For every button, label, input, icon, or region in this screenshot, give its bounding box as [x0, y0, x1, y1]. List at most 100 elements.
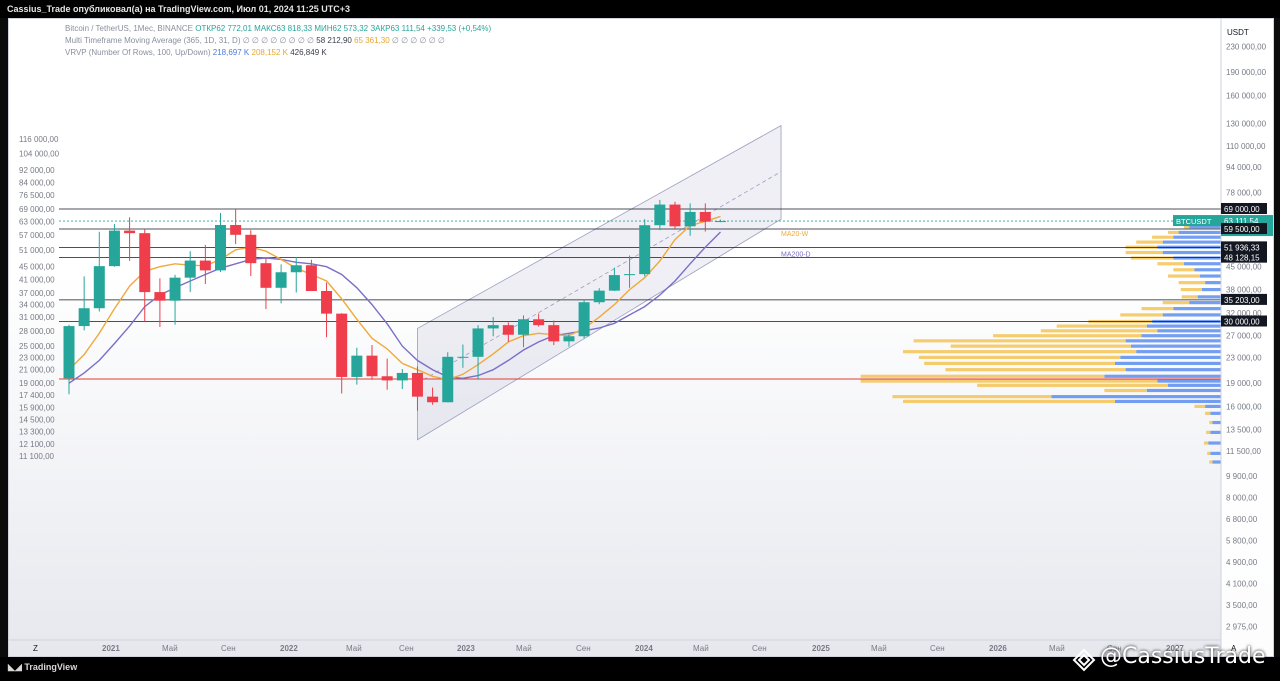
candle-body[interactable] [624, 274, 636, 276]
volume-profile-down-bar [1157, 262, 1184, 266]
candle-body[interactable] [411, 372, 423, 397]
volume-profile-up-bar [1199, 274, 1221, 278]
price-chart[interactable]: MA20-W MA200-D 116 000,00 104 000,00 92 000,… [9, 19, 1273, 656]
candle-body[interactable] [396, 372, 408, 381]
right-price-scale[interactable] [1221, 19, 1273, 656]
candle-body[interactable] [78, 308, 90, 327]
candle-body[interactable] [366, 355, 378, 377]
candle-body[interactable] [139, 233, 151, 293]
candle-body[interactable] [608, 275, 620, 291]
candle-body[interactable] [63, 326, 75, 379]
candle-body[interactable] [563, 336, 575, 342]
ticker-tag[interactable] [1173, 215, 1221, 227]
left-axis-tick: 41 000,00 [19, 275, 55, 284]
candle-body[interactable] [593, 290, 605, 303]
candle-body[interactable] [442, 356, 454, 403]
candle-body[interactable] [199, 260, 211, 271]
channel-midline[interactable] [417, 171, 782, 384]
candle-body[interactable] [260, 263, 272, 288]
left-axis-tick: 116 000,00 [19, 135, 59, 144]
price-level-label[interactable] [1221, 203, 1267, 214]
volume-profile-up-bar [1173, 307, 1221, 311]
legend-ma-row[interactable]: Multi Timeframe Moving Average (365, 1D,… [65, 36, 445, 45]
candle-body[interactable] [305, 265, 317, 292]
candle-body[interactable] [487, 325, 499, 329]
candle-body[interactable] [669, 204, 681, 227]
volume-profile-down-bar [1136, 240, 1163, 244]
volume-profile-down-bar [924, 361, 1115, 365]
ma20-line[interactable] [68, 215, 721, 381]
zoom-reset-button: Z [33, 644, 38, 653]
volume-profile-up-bar [1104, 374, 1221, 378]
volume-profile-down-bar [1125, 250, 1163, 255]
candle-body[interactable] [184, 260, 196, 278]
time-axis-tick: Май [516, 644, 532, 653]
time-axis-tick: 2025 [812, 644, 830, 653]
right-axis-tick: 11 500,00 [1226, 447, 1262, 456]
candle-body[interactable] [230, 224, 242, 235]
candle-body[interactable] [699, 211, 711, 222]
candle-body[interactable] [154, 292, 166, 301]
candle-body[interactable] [93, 266, 105, 309]
candle-body[interactable] [124, 230, 136, 234]
volume-profile-down-bar [1152, 235, 1174, 239]
ma200-label: MA200-D [781, 252, 811, 259]
right-axis-tick: 3 500,00 [1226, 601, 1258, 610]
candle-body[interactable] [548, 325, 560, 342]
candle-body[interactable] [215, 224, 226, 271]
right-axis-tick: 4 100,00 [1226, 580, 1258, 589]
time-axis-tick: Май [1049, 644, 1065, 653]
candle-body[interactable] [290, 265, 302, 273]
candle-body[interactable] [518, 319, 529, 335]
right-axis-tick: 9 900,00 [1226, 472, 1258, 481]
volume-profile-up-bar [1136, 350, 1221, 354]
left-axis-tick: 21 000,00 [19, 366, 55, 375]
price-level-label[interactable] [1221, 315, 1267, 327]
left-axis-tick: 45 000,00 [19, 263, 55, 272]
candle-body[interactable] [684, 211, 696, 227]
left-axis-tick: 37 000,00 [19, 289, 55, 298]
volume-profile-down-bar [1104, 388, 1147, 393]
candle-body[interactable] [351, 355, 363, 377]
candle-body[interactable] [336, 313, 348, 377]
volume-profile-up-bar [1115, 361, 1221, 365]
candle-body[interactable] [457, 356, 469, 358]
legend-ohlc-values: ОТКР62 772,01 МАКС63 818,33 МИН62 573,32… [195, 24, 492, 33]
candle-body[interactable] [245, 234, 257, 264]
trend-channel[interactable] [417, 124, 782, 441]
candle-body[interactable] [321, 291, 333, 314]
candle-body[interactable] [639, 225, 651, 275]
price-level-label[interactable] [1221, 241, 1267, 253]
price-level-label[interactable] [1221, 293, 1267, 305]
candle-body[interactable] [714, 221, 726, 223]
left-axis-tick: 69 000,00 [19, 205, 55, 214]
price-level-label[interactable] [1221, 251, 1267, 263]
time-axis-tick: 2021 [102, 644, 120, 653]
price-level-label[interactable] [1221, 223, 1267, 235]
legend-vrvp-row[interactable]: VRVP (Number Of Rows, 100, Up/Down) 218,… [65, 48, 327, 57]
left-axis-tick: 31 000,00 [19, 313, 55, 322]
volume-profile-up-bar [1146, 324, 1221, 328]
legend-symbol-row[interactable]: Bitcoin / TetherUS, 1Мес, BINANCE ОТКР62… [65, 24, 491, 33]
price-level-value: 48 128,15 [1224, 254, 1260, 263]
volume-profile-down-bar [1205, 411, 1211, 415]
volume-profile-up-bar [1201, 287, 1221, 292]
candle-body[interactable] [427, 396, 439, 403]
time-axis-tick: Май [346, 644, 362, 653]
candle-body[interactable] [654, 204, 666, 226]
candle-body[interactable] [533, 319, 545, 326]
chart-area[interactable]: MA20-W MA200-D 116 000,00 104 000,00 92 000,… [8, 18, 1274, 657]
right-axis-tick: 13 500,00 [1226, 425, 1262, 434]
candle-body[interactable] [578, 302, 590, 337]
candle-body[interactable] [502, 325, 514, 335]
right-axis-tick: 5 800,00 [1226, 537, 1258, 546]
candle-body[interactable] [108, 230, 120, 267]
left-axis-tick: 17 400,00 [19, 391, 55, 400]
candle-body[interactable] [472, 328, 484, 357]
candle-body[interactable] [275, 272, 287, 288]
volume-profile-up-bar [1208, 441, 1221, 445]
candle-body[interactable] [169, 277, 181, 301]
volume-profile-up-bar [1141, 334, 1221, 338]
time-axis-tick: 2027 [1166, 644, 1184, 653]
candle-body[interactable] [381, 376, 393, 381]
